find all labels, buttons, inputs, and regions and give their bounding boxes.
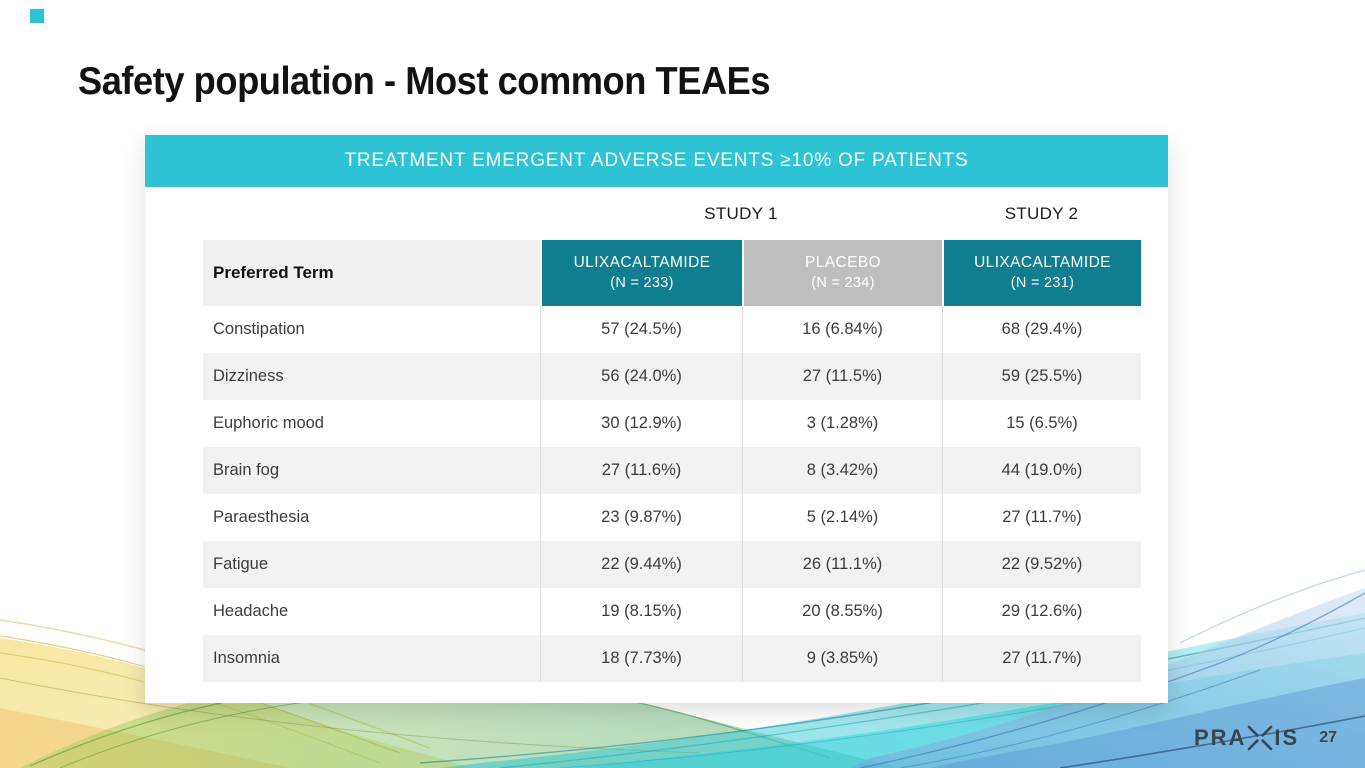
value-cell: 27 (11.7%) bbox=[942, 635, 1141, 682]
value-cell: 19 (8.15%) bbox=[540, 588, 742, 635]
value-cell: 16 (6.84%) bbox=[742, 306, 942, 353]
page-title: Safety population - Most common TEAEs bbox=[78, 60, 771, 103]
term-cell: Fatigue bbox=[203, 541, 540, 588]
praxis-logo-text-left: PRA bbox=[1193, 725, 1247, 750]
term-cell: Constipation bbox=[203, 306, 540, 353]
column-header-n: (N = 231) bbox=[1010, 274, 1075, 291]
study-2-label: STUDY 2 bbox=[1004, 203, 1079, 223]
term-cell: Dizziness bbox=[203, 353, 540, 400]
column-header-label: PLACEBO bbox=[804, 253, 882, 271]
footer-brand: PRA IS 27 bbox=[1194, 723, 1337, 753]
value-cell: 44 (19.0%) bbox=[942, 447, 1141, 494]
column-header-placebo: PLACEBO (N = 234) bbox=[742, 240, 942, 306]
table-row: Headache 19 (8.15%) 20 (8.55%) 29 (12.6%… bbox=[203, 588, 1141, 635]
value-cell: 22 (9.52%) bbox=[942, 541, 1141, 588]
table-row: Dizziness 56 (24.0%) 27 (11.5%) 59 (25.5… bbox=[203, 353, 1141, 400]
value-cell: 5 (2.14%) bbox=[742, 494, 942, 541]
term-cell: Paraesthesia bbox=[203, 494, 540, 541]
table-row: Euphoric mood 30 (12.9%) 3 (1.28%) 15 (6… bbox=[203, 400, 1141, 447]
table-row: Constipation 57 (24.5%) 16 (6.84%) 68 (2… bbox=[203, 306, 1141, 353]
column-header-n: (N = 233) bbox=[610, 274, 674, 291]
value-cell: 56 (24.0%) bbox=[540, 353, 742, 400]
value-cell: 8 (3.42%) bbox=[742, 447, 942, 494]
study-labels-row: STUDY 1 STUDY 2 bbox=[203, 187, 1141, 240]
table-row: Insomnia 18 (7.73%) 9 (3.85%) 27 (11.7%) bbox=[203, 635, 1141, 682]
page-number: 27 bbox=[1319, 729, 1337, 746]
value-cell: 27 (11.6%) bbox=[540, 447, 742, 494]
praxis-logo-text-right: IS bbox=[1274, 725, 1300, 750]
value-cell: 57 (24.5%) bbox=[540, 306, 742, 353]
column-header-n: (N = 234) bbox=[811, 274, 875, 291]
value-cell: 26 (11.1%) bbox=[742, 541, 942, 588]
column-header-ulixacaltamide-study2: ULIXACALTAMIDE (N = 231) bbox=[942, 240, 1141, 306]
value-cell: 22 (9.44%) bbox=[540, 541, 742, 588]
table-row: Fatigue 22 (9.44%) 26 (11.1%) 22 (9.52%) bbox=[203, 541, 1141, 588]
value-cell: 68 (29.4%) bbox=[942, 306, 1141, 353]
praxis-x-icon bbox=[1248, 725, 1273, 751]
term-cell: Brain fog bbox=[203, 447, 540, 494]
term-cell: Insomnia bbox=[203, 635, 540, 682]
term-cell: Euphoric mood bbox=[203, 400, 540, 447]
value-cell: 18 (7.73%) bbox=[540, 635, 742, 682]
value-cell: 30 (12.9%) bbox=[540, 400, 742, 447]
value-cell: 23 (9.87%) bbox=[540, 494, 742, 541]
teae-table-card: TREATMENT EMERGENT ADVERSE EVENTS ≥10% O… bbox=[145, 135, 1168, 703]
study-1-label: STUDY 1 bbox=[704, 203, 778, 223]
value-cell: 59 (25.5%) bbox=[942, 353, 1141, 400]
value-cell: 15 (6.5%) bbox=[942, 400, 1141, 447]
column-header-label: ULIXACALTAMIDE bbox=[974, 253, 1111, 271]
value-cell: 27 (11.5%) bbox=[742, 353, 942, 400]
column-header-ulixacaltamide-study1: ULIXACALTAMIDE (N = 233) bbox=[540, 240, 742, 306]
value-cell: 27 (11.7%) bbox=[942, 494, 1141, 541]
value-cell: 3 (1.28%) bbox=[742, 400, 942, 447]
slide-accent-square bbox=[30, 9, 44, 23]
value-cell: 9 (3.85%) bbox=[742, 635, 942, 682]
table-row: Paraesthesia 23 (9.87%) 5 (2.14%) 27 (11… bbox=[203, 494, 1141, 541]
value-cell: 20 (8.55%) bbox=[742, 588, 942, 635]
table-row: Brain fog 27 (11.6%) 8 (3.42%) 44 (19.0%… bbox=[203, 447, 1141, 494]
teae-table: STUDY 1 STUDY 2 Preferred Term ULIXACALT… bbox=[203, 187, 1141, 682]
value-cell: 29 (12.6%) bbox=[942, 588, 1141, 635]
column-header-label: ULIXACALTAMIDE bbox=[573, 253, 711, 271]
table-header-row: Preferred Term ULIXACALTAMIDE (N = 233) … bbox=[203, 240, 1141, 306]
table-banner: TREATMENT EMERGENT ADVERSE EVENTS ≥10% O… bbox=[145, 135, 1168, 187]
term-cell: Headache bbox=[203, 588, 540, 635]
column-header-preferred-term: Preferred Term bbox=[203, 240, 540, 306]
